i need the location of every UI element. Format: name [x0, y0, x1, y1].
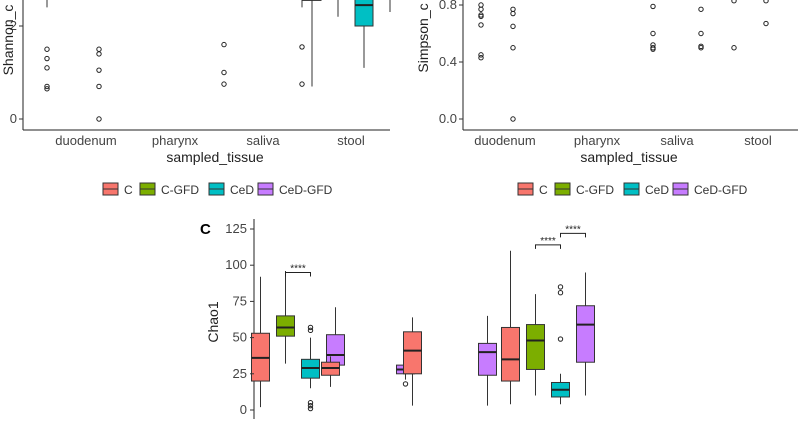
panel-a-xtick-pharynx: pharynx — [152, 133, 199, 148]
panel-a-x-axis-label: sampled_tissue — [166, 149, 263, 165]
box-duodenum-c-outlier-2 — [45, 66, 49, 70]
box-saliva-c — [404, 332, 422, 374]
panel-a: 2 0 duodenum pharynx saliva stool sample… — [0, 0, 399, 165]
panel-b: 0.8 0.4 0.0 duodenum pharynx saliva stoo… — [415, 0, 798, 165]
box-duodenum-ced-outlier-4 — [308, 406, 312, 410]
box-duodenum-ced-outlier-4 — [97, 117, 101, 121]
points-saliva-c-point-1 — [651, 31, 655, 35]
panel-c-plot: **** **** **** — [252, 224, 595, 410]
box-duodenum-c-outlier-0 — [45, 47, 49, 51]
legend-a-ced-gfd-label: CeD-GFD — [279, 183, 333, 197]
box-stool-ced-outlier-0 — [558, 285, 562, 289]
panel-c-ytick-50: 50 — [233, 330, 247, 345]
panel-c-ytick-25: 25 — [233, 366, 247, 381]
box-duodenum-ced-outlier-1 — [97, 52, 101, 56]
panel-a-xtick-stool: stool — [337, 133, 365, 148]
box-duodenum-ced-outlier-1 — [308, 328, 312, 332]
panel-b-ytick-0.4: 0.4 — [439, 54, 457, 69]
points-duodenum-ced-point-2 — [511, 24, 515, 28]
legend-a-ced-label: CeD — [230, 183, 254, 197]
panel-b-x-axis-label: sampled_tissue — [580, 149, 677, 165]
panel-b-xtick-pharynx: pharynx — [574, 133, 621, 148]
panel-b-xtick-stool: stool — [744, 133, 772, 148]
panel-c-ytick-125: 125 — [225, 221, 247, 236]
legend-b-ced-gfd-label: CeD-GFD — [694, 183, 748, 197]
points-stool-ced-point-1 — [764, 21, 768, 25]
points-stool-c-point-1 — [732, 46, 736, 50]
box-duodenum-ced-gfd — [327, 335, 345, 365]
legend-top-right: C C-GFD CeD CeD-GFD — [518, 183, 748, 197]
points-duodenum-ced-point-0 — [511, 7, 515, 11]
panel-c: C **** **** **** 0 25 50 75 100 125 Chao1 — [200, 219, 595, 419]
panel-a-ytick-0: 0 — [10, 111, 17, 126]
panel-b-xtick-duodenum: duodenum — [474, 133, 535, 148]
points-saliva-c-point-0 — [651, 4, 655, 8]
panel-a-xtick-duodenum: duodenum — [55, 133, 116, 148]
box-stool-ced-outlier-1 — [558, 291, 562, 295]
legend-a-c-label: C — [124, 183, 133, 197]
box-stool-ced-outlier-2 — [558, 337, 562, 341]
box-stool-ced — [355, 0, 373, 26]
box-saliva-c-outlier-0 — [222, 42, 226, 46]
box-stool-ced-gfd — [577, 306, 595, 362]
panel-b-plot — [479, 0, 768, 121]
panel-c-ytick-0: 0 — [240, 402, 247, 417]
points-saliva-ced-gfd-point-0 — [699, 7, 703, 11]
box-stool-c — [502, 327, 520, 381]
points-saliva-ced-gfd-point-1 — [699, 31, 703, 35]
box-saliva-c-outlier-1 — [222, 70, 226, 74]
panel-b-ytick-0.0: 0.0 — [439, 111, 457, 126]
legend-b-c-label: C — [539, 183, 548, 197]
points-duodenum-c-point-0 — [479, 3, 483, 7]
box-duodenum-ced-outlier-0 — [97, 47, 101, 51]
points-duodenum-ced-point-3 — [511, 46, 515, 50]
legend-top-left: C C-GFD CeD CeD-GFD — [103, 183, 333, 197]
panel-b-ytick-0.8: 0.8 — [439, 0, 457, 12]
panel-b-xtick-saliva: saliva — [660, 133, 694, 148]
panel-b-y-axis-label: Simpson_c — [415, 3, 431, 72]
box-duodenum-ced-outlier-3 — [97, 84, 101, 88]
points-duodenum-c-point-6 — [479, 56, 483, 60]
points-stool-ced-point-0 — [764, 0, 768, 3]
points-duodenum-c-point-1 — [479, 7, 483, 11]
legend-a-c-gfd-label: C-GFD — [161, 183, 199, 197]
box-duodenum-c-gfd — [277, 316, 295, 336]
significance-bracket-2-label: **** — [565, 224, 581, 235]
panel-c-ytick-75: 75 — [233, 293, 247, 308]
box-duodenum-c-outlier-1 — [45, 56, 49, 60]
panel-a-xtick-saliva: saliva — [246, 133, 280, 148]
box-saliva-ced-gfd-outlier-1 — [300, 82, 304, 86]
panel-c-label: C — [200, 221, 211, 238]
panel-c-ytick-100: 100 — [225, 257, 247, 272]
panel-c-y-ticks: 0 25 50 75 100 125 — [225, 221, 254, 417]
legend-b-c-gfd-label: C-GFD — [576, 183, 614, 197]
panel-a-plot — [38, 0, 399, 121]
box-saliva-ced-gfd — [479, 343, 497, 375]
points-duodenum-ced-point-4 — [511, 117, 515, 121]
significance-bracket-0-label: **** — [290, 263, 306, 274]
box-saliva-ced-gfd-outlier-0 — [300, 45, 304, 49]
points-stool-c-point-0 — [732, 0, 736, 3]
box-stool-c-gfd — [527, 325, 545, 370]
box-pharynx-ced-gfd-outlier-0 — [403, 382, 407, 386]
panel-a-y-axis-label: Shannon_c — [0, 5, 16, 76]
significance-bracket-1-label: **** — [540, 236, 556, 247]
legend-b-ced-label: CeD — [645, 183, 669, 197]
points-duodenum-c-point-4 — [479, 23, 483, 27]
box-saliva-c-outlier-2 — [222, 82, 226, 86]
points-duodenum-ced-point-1 — [511, 11, 515, 15]
panel-c-y-axis-label: Chao1 — [205, 301, 221, 342]
box-duodenum-ced-outlier-2 — [97, 68, 101, 72]
